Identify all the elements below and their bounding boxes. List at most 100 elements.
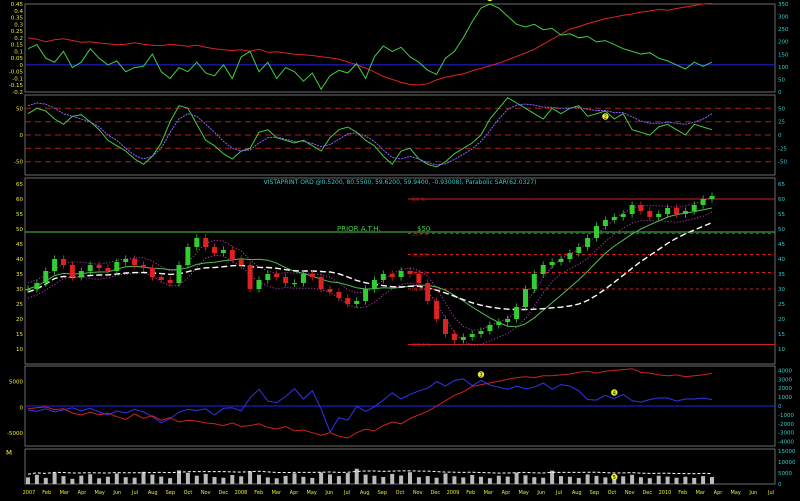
p2-right-tick: -50 (778, 160, 787, 166)
candle-body (176, 265, 182, 283)
p5-right-tick: 10000 (778, 460, 796, 466)
x-axis-label: Aug (360, 490, 370, 496)
marker-2-dot (602, 113, 609, 120)
candle-body (220, 250, 226, 253)
candle-body (487, 325, 493, 331)
x-axis-label: Nov (201, 490, 211, 496)
p1-left-tick: 0.1 (14, 49, 23, 55)
candle-body (540, 265, 546, 274)
candle-body (638, 205, 644, 211)
x-axis-label: Mar (60, 490, 70, 496)
candle-body (647, 211, 653, 217)
candle-body (212, 247, 217, 253)
candle-body (43, 271, 49, 283)
p3-left-tick: 65 (16, 182, 23, 188)
candle-body (443, 319, 448, 334)
x-axis-label: Apr (502, 490, 512, 496)
volume-bar (496, 475, 501, 484)
volume-bar (550, 470, 555, 484)
candle-body (238, 259, 244, 265)
x-axis-label: 2007 (23, 490, 36, 496)
p1-right-tick: 300 (778, 15, 789, 21)
candle-body (96, 265, 102, 268)
p1-right-tick: 350 (778, 2, 789, 8)
candle-body (345, 298, 351, 304)
candle-body (682, 211, 688, 214)
volume-bar (594, 475, 599, 484)
p4-right-tick: 0 (778, 404, 782, 410)
volume-bar (194, 475, 199, 484)
candle-body (505, 319, 511, 322)
p3-right-tick: 20 (778, 317, 785, 323)
p3-right-tick: 65 (778, 182, 785, 188)
volume-bar (505, 476, 510, 484)
candle-body (700, 199, 706, 205)
volume-bar (363, 474, 368, 484)
p5-right-tick: 0 (778, 482, 782, 488)
x-axis-label: Apr (714, 490, 724, 496)
x-axis-label: May (307, 490, 317, 496)
volume-bar (132, 477, 137, 484)
candle-body (149, 268, 155, 277)
p3-left-tick: 30 (16, 287, 23, 293)
x-axis-label: Oct (396, 490, 405, 496)
x-axis-label: Apr (78, 490, 88, 496)
volume-bar (638, 477, 643, 484)
candle-body (34, 283, 40, 289)
p4-right-tick: 1000 (778, 395, 792, 401)
p2-series-1 (27, 97, 713, 168)
candle-body (318, 277, 324, 289)
fib-label-6: 100.0 % (412, 343, 431, 349)
x-axis-label: Jun (324, 490, 333, 496)
p1-left-tick: -0.2 (12, 90, 23, 96)
volume-bar (283, 475, 288, 484)
x-axis-label: Nov (625, 490, 635, 496)
p1-left-tick: 0 (20, 63, 24, 69)
candle-body (354, 301, 360, 304)
volume-bar (70, 478, 75, 485)
volume-bar (701, 476, 706, 484)
volume-bar (479, 476, 483, 484)
volume-bar (443, 473, 448, 484)
p2-right-tick: 0 (778, 133, 782, 139)
volume-bar (416, 477, 421, 484)
marker-1-dot (487, 0, 493, 2)
p3-left-tick: 35 (16, 272, 23, 278)
candle-body (665, 208, 671, 214)
volume-bar (354, 468, 359, 484)
upper-band (27, 196, 713, 331)
p4-right-tick: 2000 (778, 386, 792, 392)
p3-left-tick: 50 (16, 227, 23, 233)
candle-body (25, 289, 31, 291)
volume-bar (159, 476, 164, 484)
volume-bar (97, 478, 102, 484)
candle-body (185, 247, 191, 265)
volume-bar (630, 474, 635, 484)
candle-body (78, 271, 84, 277)
marker-4-dot (611, 389, 618, 396)
x-axis-label: 2010 (659, 490, 672, 496)
candle-body (194, 238, 200, 247)
marker-3: 3 (477, 371, 485, 379)
candle-body (523, 289, 528, 307)
p1-series-2 (27, 3, 713, 91)
panel-frame-3 (24, 177, 776, 365)
volume-bar (665, 476, 670, 484)
volume-bar (328, 474, 332, 484)
p3-right-tick: 30 (778, 287, 785, 293)
volume-bar (105, 476, 110, 484)
candle-body (283, 277, 289, 283)
p1-left-tick: 0.4 (14, 9, 23, 15)
candle-body (114, 262, 120, 271)
p1-left-tick: 0.3 (14, 22, 23, 28)
volume-bar (470, 475, 475, 484)
volume-bar (203, 473, 208, 484)
volume-bar (523, 475, 528, 485)
candle-body (123, 259, 129, 262)
volume-bar (292, 473, 297, 484)
p4-right-tick: -2000 (778, 422, 794, 428)
p3-right-tick: 10 (778, 347, 785, 353)
p1-right-tick: 0 (778, 90, 782, 96)
volume-bar (177, 470, 181, 484)
volume-bar (257, 474, 261, 484)
